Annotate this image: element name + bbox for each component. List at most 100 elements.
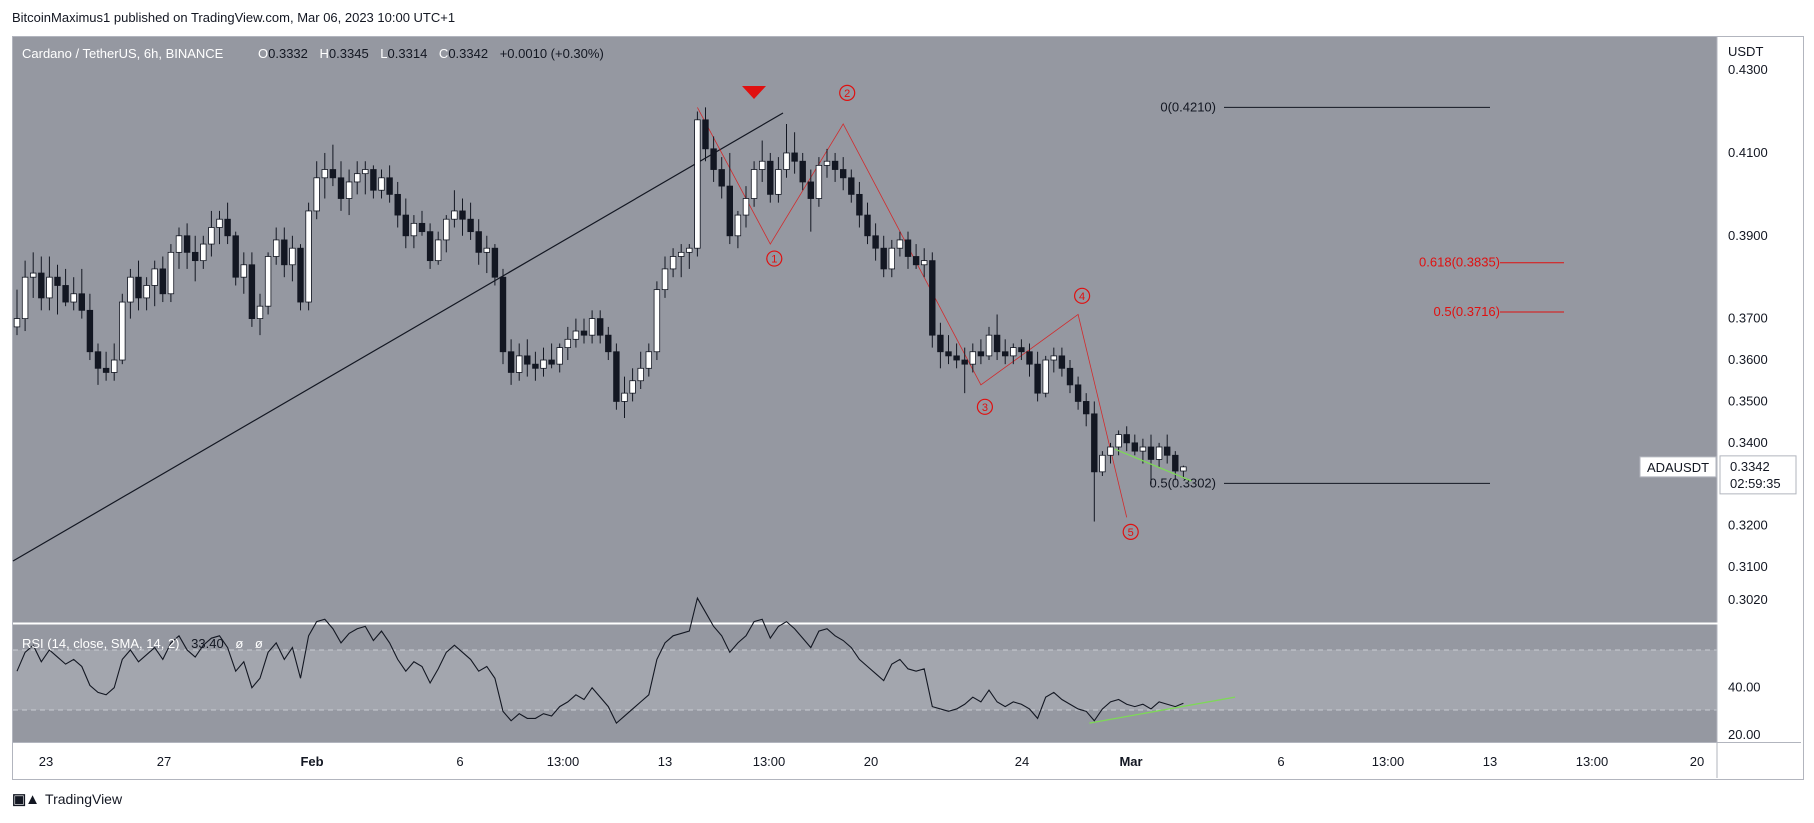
candle[interactable]	[248, 252, 256, 327]
candle[interactable]	[1010, 343, 1017, 365]
rsi-line[interactable]	[16, 596, 1184, 725]
candle[interactable]	[880, 235, 887, 278]
candle[interactable]	[872, 223, 879, 261]
candle[interactable]	[686, 244, 693, 269]
candle[interactable]	[240, 252, 247, 294]
candle[interactable]	[831, 152, 839, 182]
candle[interactable]	[208, 210, 215, 257]
candle[interactable]	[321, 152, 328, 199]
candle[interactable]	[742, 186, 750, 228]
candle[interactable]	[394, 181, 401, 228]
candle[interactable]	[767, 152, 774, 203]
candle[interactable]	[1026, 343, 1033, 377]
candle[interactable]	[516, 343, 523, 381]
candle[interactable]	[929, 252, 936, 348]
candle[interactable]	[726, 152, 733, 245]
candle[interactable]	[1058, 347, 1066, 377]
candle[interactable]	[426, 223, 434, 269]
candle[interactable]	[815, 157, 823, 207]
candle[interactable]	[410, 215, 418, 249]
candle[interactable]	[718, 157, 725, 199]
candle[interactable]	[1164, 434, 1171, 464]
candle[interactable]	[491, 244, 499, 286]
candle[interactable]	[661, 256, 669, 298]
candle[interactable]	[86, 293, 94, 361]
candle[interactable]	[807, 169, 814, 232]
candle[interactable]	[734, 210, 742, 249]
candle[interactable]	[119, 293, 126, 365]
candle[interactable]	[102, 351, 110, 381]
candle[interactable]	[896, 231, 904, 257]
candle[interactable]	[175, 227, 183, 269]
fib-level[interactable]: 0(0.4210)	[1160, 99, 1490, 114]
candle[interactable]	[621, 376, 628, 419]
candle[interactable]	[564, 326, 571, 361]
candle[interactable]	[783, 123, 790, 178]
candle[interactable]	[597, 310, 604, 344]
candle[interactable]	[200, 235, 207, 269]
candle[interactable]	[1083, 393, 1090, 427]
candle[interactable]	[694, 111, 701, 257]
fib-level[interactable]: 0.5(0.3716)	[1434, 304, 1565, 319]
candle[interactable]	[443, 215, 450, 253]
candle[interactable]	[459, 198, 466, 236]
fib-level[interactable]: 0.618(0.3835)	[1419, 255, 1564, 270]
candle[interactable]	[823, 148, 831, 178]
candle[interactable]	[532, 351, 539, 381]
footer-brand[interactable]: ▣▲ TradingView	[12, 790, 122, 808]
candle[interactable]	[29, 252, 37, 298]
candle[interactable]	[653, 281, 661, 361]
candle[interactable]	[548, 343, 555, 369]
candle[interactable]	[21, 260, 29, 332]
candle[interactable]	[281, 227, 288, 278]
candle[interactable]	[637, 351, 644, 390]
candle[interactable]	[305, 202, 312, 311]
candle[interactable]	[921, 248, 928, 278]
candle[interactable]	[127, 268, 134, 319]
candle[interactable]	[1172, 451, 1179, 481]
candle[interactable]	[588, 310, 596, 344]
candle[interactable]	[678, 244, 685, 278]
candle[interactable]	[1091, 401, 1098, 522]
candle[interactable]	[111, 343, 118, 381]
candle[interactable]	[159, 256, 166, 303]
rsi-divergence-line[interactable]	[1089, 696, 1236, 724]
candle[interactable]	[135, 260, 142, 311]
candle[interactable]	[985, 326, 993, 361]
candle[interactable]	[370, 165, 377, 199]
candle[interactable]	[1155, 442, 1163, 468]
candle[interactable]	[183, 223, 191, 269]
candle[interactable]	[1034, 351, 1041, 402]
candle[interactable]	[499, 268, 507, 365]
candle[interactable]	[483, 235, 490, 274]
candle[interactable]	[1147, 434, 1155, 485]
candle[interactable]	[345, 169, 353, 216]
candle[interactable]	[451, 190, 458, 228]
candle[interactable]	[856, 181, 863, 228]
candle[interactable]	[1074, 376, 1082, 410]
candle[interactable]	[13, 289, 21, 336]
candle[interactable]	[418, 210, 426, 236]
candle[interactable]	[945, 335, 952, 365]
candle[interactable]	[912, 244, 920, 269]
candle[interactable]	[1107, 442, 1114, 464]
candle[interactable]	[434, 231, 442, 265]
candle[interactable]	[467, 202, 474, 240]
candle[interactable]	[904, 231, 912, 269]
price-divergence-line[interactable]	[1114, 448, 1192, 482]
candle[interactable]	[337, 161, 345, 211]
candle[interactable]	[969, 343, 976, 373]
candle[interactable]	[507, 339, 515, 385]
symbol-badge[interactable]: ADAUSDT	[1639, 456, 1717, 478]
candle[interactable]	[605, 326, 612, 361]
candle[interactable]	[645, 343, 652, 377]
candle[interactable]	[54, 264, 61, 315]
candle[interactable]	[953, 343, 960, 369]
candle[interactable]	[62, 268, 69, 307]
candle[interactable]	[848, 169, 855, 203]
candle[interactable]	[143, 277, 150, 311]
candle[interactable]	[1066, 360, 1074, 394]
last-price-badge[interactable]: 0.3342 02:59:35	[1719, 455, 1797, 495]
candle[interactable]	[961, 347, 968, 394]
candle[interactable]	[556, 343, 563, 373]
